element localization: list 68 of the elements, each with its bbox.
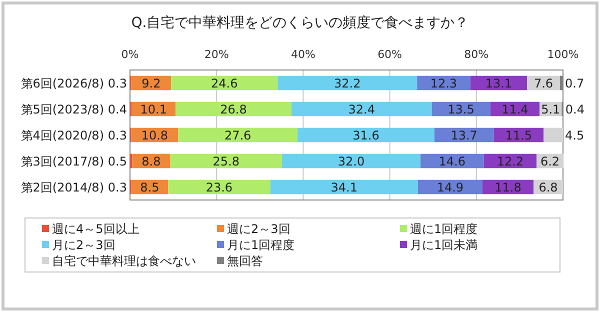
x-tick-label: 20% xyxy=(204,48,229,61)
x-tick-label: 80% xyxy=(464,48,489,61)
data-label: 13.5 xyxy=(448,102,474,116)
data-label: 10.1 xyxy=(140,102,167,116)
legend-label: 無回答 xyxy=(227,254,263,268)
x-tick-label: 0% xyxy=(121,48,139,61)
data-label: 5.1 xyxy=(541,102,560,116)
data-label: 26.8 xyxy=(220,102,247,116)
data-label: 24.6 xyxy=(211,76,238,90)
data-label: 11.4 xyxy=(502,102,528,116)
data-label: 8.8 xyxy=(142,154,161,168)
x-tick-label: 60% xyxy=(378,48,402,61)
data-label: 0.4 xyxy=(565,102,585,116)
legend-label: 週に1回程度 xyxy=(410,222,478,236)
data-label: 32.4 xyxy=(348,102,376,116)
data-label: 25.8 xyxy=(212,154,240,168)
data-label: 6.2 xyxy=(540,154,560,168)
y-tick-label: 第6回(2026/8) xyxy=(20,76,104,90)
legend-label: 自宅で中華料理は食べない xyxy=(52,254,196,268)
data-label: 9.2 xyxy=(142,76,161,90)
x-tick-label: 100% xyxy=(547,48,579,61)
data-label: 13.1 xyxy=(485,76,512,90)
data-label: 0.7 xyxy=(565,76,584,90)
data-label: 0.3 xyxy=(108,128,127,142)
data-label: 14.9 xyxy=(436,180,464,194)
legend-label: 月に2～3回 xyxy=(52,238,116,252)
data-label: 12.3 xyxy=(430,76,458,90)
data-label: 11.5 xyxy=(505,128,532,142)
data-label: 6.8 xyxy=(538,180,558,194)
bar xyxy=(298,128,434,142)
data-label: 11.8 xyxy=(494,180,522,194)
data-label: 23.6 xyxy=(206,180,233,194)
bar xyxy=(178,128,298,142)
data-label: 32.0 xyxy=(338,154,365,168)
data-label: 0.4 xyxy=(108,102,127,116)
legend-label: 週に4～5回以上 xyxy=(52,222,140,236)
bar xyxy=(278,76,418,90)
x-tick-label: 40% xyxy=(290,48,316,61)
data-label: 10.8 xyxy=(141,128,168,142)
bar xyxy=(168,180,270,194)
y-tick-label: 第5回(2023/8) xyxy=(20,102,104,116)
bar xyxy=(544,128,563,142)
legend-label: 月に1回未満 xyxy=(410,238,478,252)
bar xyxy=(170,154,282,168)
y-tick-label: 第4回(2020/8) xyxy=(20,128,104,142)
data-label: 0.3 xyxy=(108,76,127,90)
bar xyxy=(292,102,432,116)
data-label: 32.2 xyxy=(334,76,361,90)
data-label: 31.6 xyxy=(352,128,380,142)
bar xyxy=(270,180,418,194)
data-label: 7.6 xyxy=(534,76,554,90)
legend-label: 月に1回程度 xyxy=(227,238,295,252)
data-label: 0.5 xyxy=(108,154,127,168)
bar xyxy=(175,102,292,116)
data-label: 34.1 xyxy=(330,180,358,194)
data-label: 27.6 xyxy=(224,128,252,142)
data-label: 4.5 xyxy=(565,128,584,142)
data-label: 13.7 xyxy=(450,128,478,142)
bar xyxy=(171,76,278,90)
y-tick-label: 第3回(2017/8) xyxy=(20,154,104,168)
data-label: 14.6 xyxy=(438,154,466,168)
data-label: 0.3 xyxy=(108,180,127,194)
bar xyxy=(282,154,421,168)
legend-label: 週に2～3回 xyxy=(227,222,290,236)
chart-title: Q.自宅で中華料理をどのくらいの頻度で食べますか？ xyxy=(131,15,469,31)
y-tick-label: 第2回(2014/8) xyxy=(20,180,104,194)
data-label: 8.5 xyxy=(140,180,160,194)
data-label: 12.2 xyxy=(496,154,524,168)
